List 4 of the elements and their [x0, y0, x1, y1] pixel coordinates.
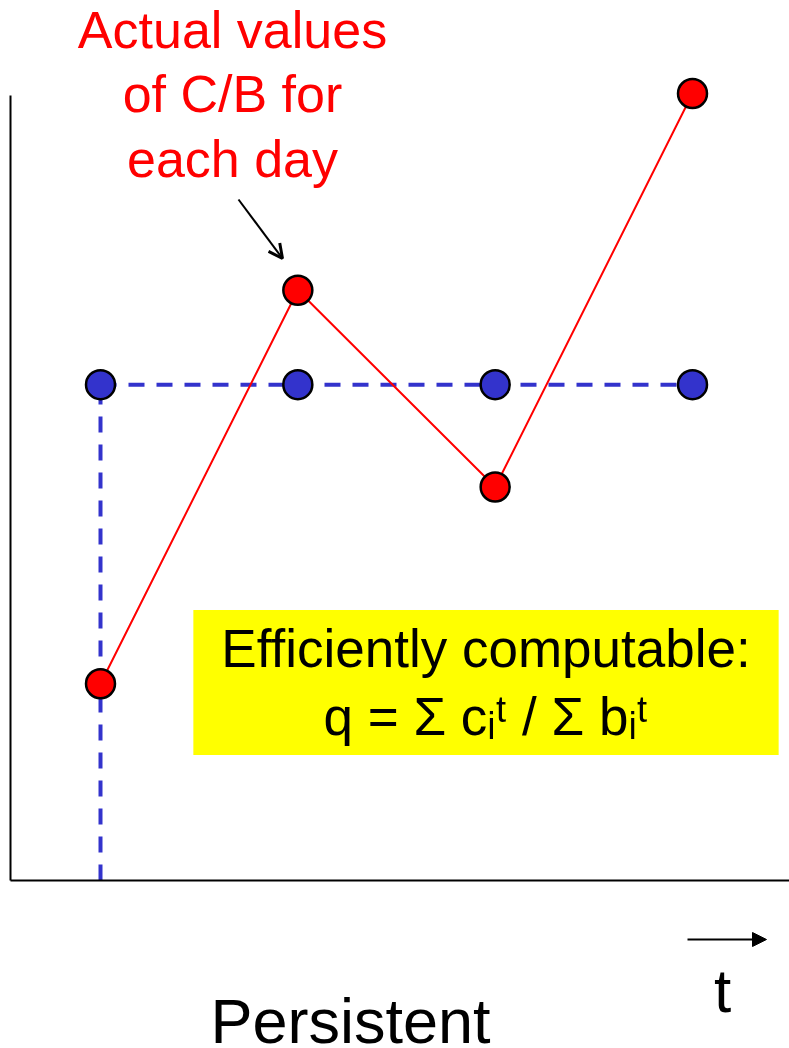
x-axis-title: t [713, 956, 732, 1025]
text: Persistent [210, 985, 492, 1048]
annotation: Actual values of C/B for each day [77, 0, 388, 189]
annotation: Efficiently computable: q = Σ cᵢᵗ / Σ bᵢᵗ [221, 619, 751, 746]
